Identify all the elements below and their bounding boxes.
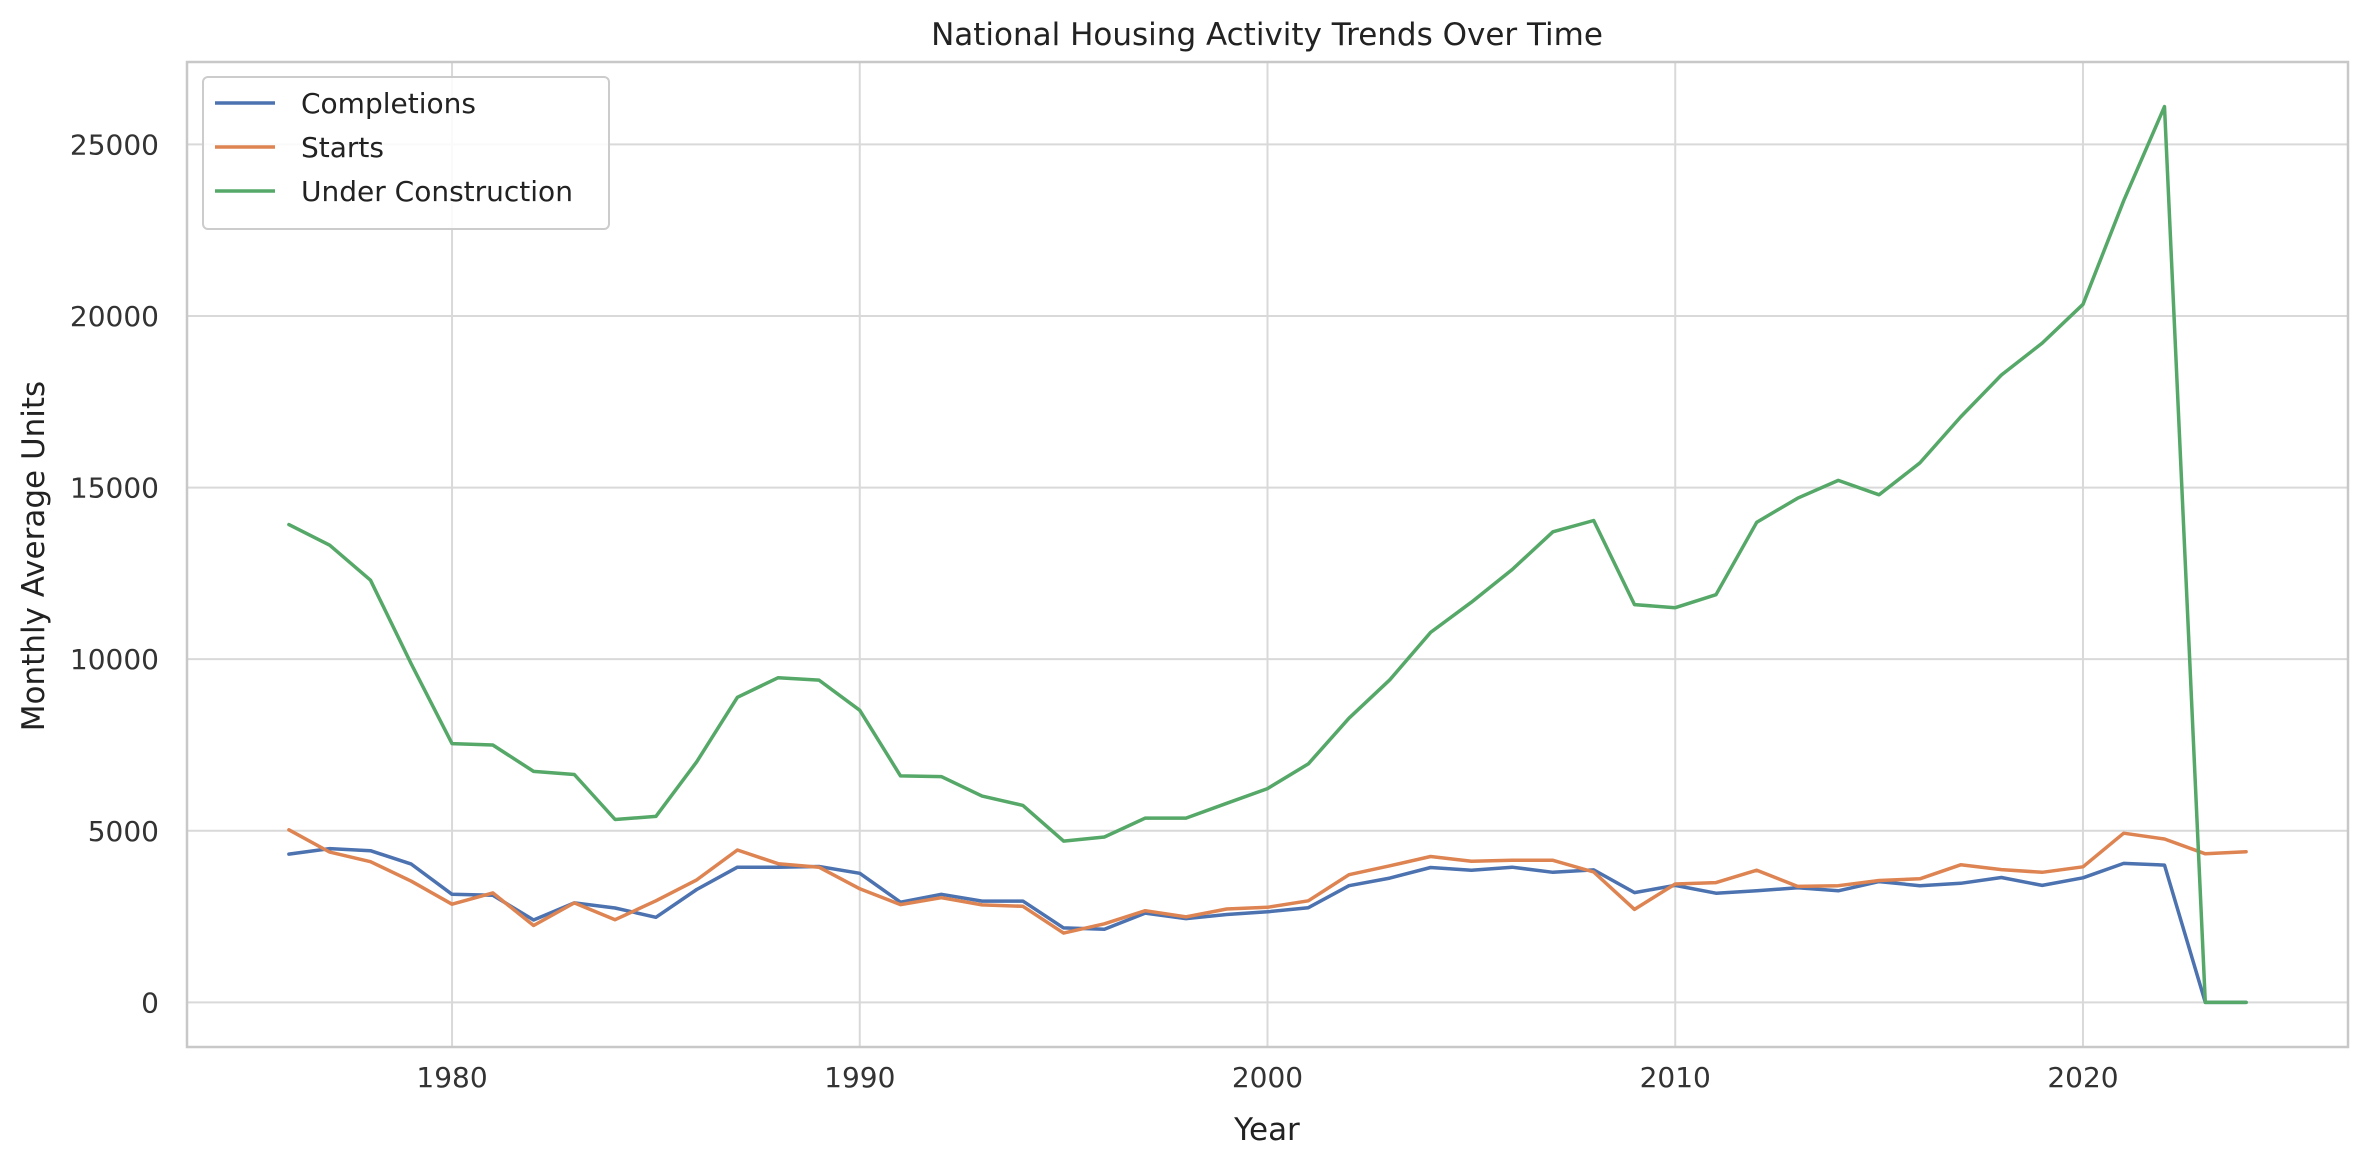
series-line-starts [287, 828, 2248, 935]
legend-label: Starts [301, 131, 384, 164]
plot-frame [185, 60, 2350, 1049]
y-axis-ticks: 0 5000 10000 15000 20000 25000 [70, 128, 159, 1019]
y-tick-label: 20000 [70, 300, 159, 333]
legend-label: Completions [301, 87, 476, 120]
legend-box [202, 76, 610, 230]
x-tick-label: 1990 [824, 1061, 895, 1094]
x-tick-label: 2000 [1232, 1061, 1303, 1094]
series-lines [287, 104, 2248, 1005]
chart-title: National Housing Activity Trends Over Ti… [931, 17, 1603, 53]
x-axis-ticks: 1980 1990 2000 2010 2020 [416, 1061, 2118, 1094]
y-tick-label: 10000 [70, 643, 159, 676]
y-tick-label: 15000 [70, 472, 159, 505]
y-tick-label: 0 [141, 986, 159, 1019]
x-tick-label: 1980 [416, 1061, 487, 1094]
y-tick-label: 5000 [88, 815, 159, 848]
x-tick-label: 2010 [1640, 1061, 1711, 1094]
y-axis-title: Monthly Average Units [16, 381, 52, 731]
legend-label: Under Construction [301, 175, 573, 208]
x-tick-label: 2020 [2047, 1061, 2118, 1094]
series-line-under-construction [287, 104, 2248, 1005]
gridlines [187, 62, 2348, 1047]
y-tick-label: 25000 [70, 128, 159, 161]
legend: Completions Starts Under Construction [202, 76, 610, 230]
series-line-completions [287, 846, 2248, 1005]
x-axis-title: Year [1233, 1112, 1300, 1148]
